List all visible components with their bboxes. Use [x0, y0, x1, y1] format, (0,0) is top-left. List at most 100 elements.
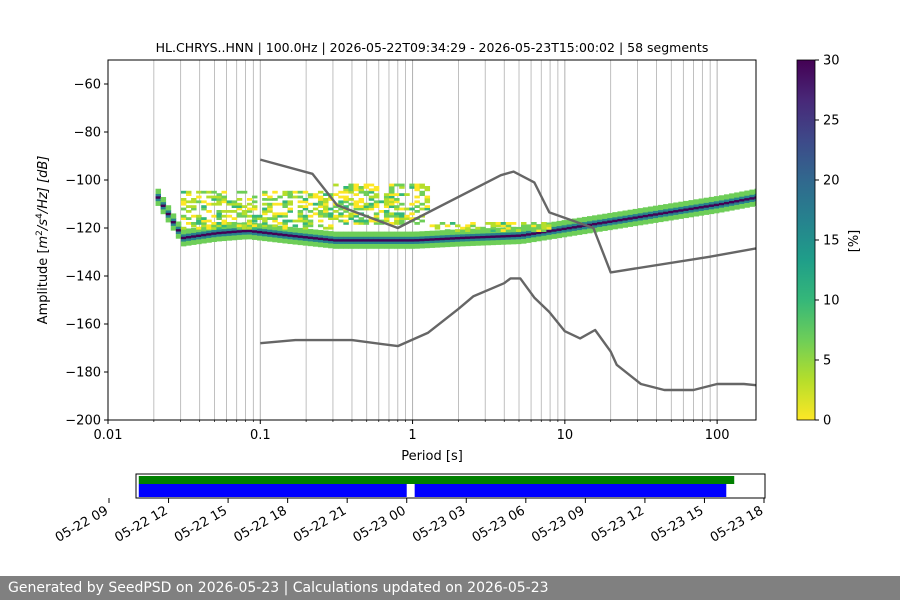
heatmap-cell: [389, 200, 395, 204]
x-tick-label: 1: [408, 428, 416, 443]
heatmap-cell: [358, 207, 365, 211]
heatmap-cell: [495, 237, 502, 241]
heatmap-cell: [363, 243, 370, 247]
heatmap-cell: [389, 183, 395, 187]
heatmap-cell: [449, 236, 456, 240]
heatmap-cell: [475, 235, 481, 239]
heatmap-cell: [196, 190, 202, 194]
heatmap-cell: [668, 215, 674, 219]
colorbar-tick-label: 25: [823, 114, 840, 129]
heatmap-cell: [627, 209, 634, 213]
heatmap-cell: [155, 198, 162, 202]
heatmap-cell: [465, 224, 471, 228]
heatmap-cell: [348, 202, 354, 206]
heatmap-cell: [536, 231, 542, 235]
heatmap-cell: [312, 212, 319, 216]
heatmap-cell: [622, 215, 628, 219]
heatmap-cell: [216, 200, 222, 204]
heatmap-cell: [526, 232, 532, 236]
heatmap-cell: [338, 190, 344, 194]
heatmap-cell: [531, 222, 537, 225]
heatmap-cell: [323, 230, 329, 234]
heatmap-cell: [348, 241, 354, 244]
heatmap-cell: [754, 198, 756, 202]
heatmap-cell: [201, 224, 207, 228]
heatmap-cell: [246, 222, 253, 225]
heatmap-cell: [424, 242, 431, 246]
heatmap-cell: [373, 186, 380, 189]
heatmap-cell: [378, 231, 385, 235]
heatmap-cell: [196, 234, 202, 238]
heatmap-cell: [251, 219, 258, 223]
heatmap-cell: [353, 219, 359, 223]
heatmap-cell: [343, 241, 349, 244]
heatmap-cell: [495, 232, 502, 236]
heatmap-cell: [287, 200, 293, 204]
heatmap-cell: [434, 242, 441, 246]
heatmap-cell: [581, 219, 588, 223]
heatmap-cell: [211, 232, 217, 235]
heatmap-cell: [566, 231, 573, 235]
heatmap-cell: [185, 233, 192, 237]
heatmap-cell: [673, 202, 679, 206]
heatmap-cell: [353, 183, 359, 187]
heatmap-cell: [688, 209, 694, 213]
heatmap-cell: [652, 220, 659, 223]
heatmap-cell: [739, 196, 745, 200]
heatmap-cell: [353, 200, 359, 204]
heatmap-cell: [724, 201, 730, 205]
heatmap-cell: [449, 229, 456, 233]
heatmap-cell: [277, 240, 283, 243]
heatmap-cell: [449, 241, 456, 245]
colorbar-tick-label: 0: [823, 414, 831, 429]
heatmap-cell: [576, 224, 583, 228]
heatmap-cell: [500, 227, 507, 231]
heatmap-cell: [363, 234, 370, 237]
heatmap-cell: [602, 228, 608, 231]
heatmap-cell: [592, 222, 598, 226]
heatmap-cell: [383, 214, 390, 218]
heatmap-cell: [343, 195, 349, 199]
heatmap-cell: [455, 243, 461, 247]
heatmap-cell: [216, 231, 222, 235]
heatmap-cell: [201, 200, 207, 204]
heatmap-cell: [586, 228, 593, 231]
heatmap-cell: [251, 195, 258, 199]
heatmap-cell: [617, 211, 623, 215]
heatmap-cell: [282, 222, 288, 225]
heatmap-cell: [424, 195, 431, 199]
heatmap-cell: [277, 202, 283, 206]
heatmap-cell: [312, 234, 319, 238]
heatmap-cell: [607, 222, 613, 226]
heatmap-cell: [383, 236, 390, 240]
heatmap-cell: [744, 197, 750, 201]
heatmap-cell: [429, 237, 436, 241]
heatmap-cell: [241, 222, 248, 226]
heatmap-cell: [257, 230, 263, 234]
heatmap-cell: [185, 235, 192, 239]
heatmap-cell: [297, 214, 304, 218]
heatmap-cell: [333, 217, 339, 220]
heatmap-cell: [637, 210, 644, 214]
heatmap-cell: [282, 212, 288, 216]
heatmap-cell: [246, 224, 253, 228]
colorbar-tick-label: 5: [823, 354, 831, 369]
heatmap-cell: [515, 229, 522, 232]
heatmap-cell: [729, 198, 735, 201]
heatmap-cell: [424, 238, 431, 241]
y-axis-label: Amplitude [m2/s4/Hz] [dB]: [35, 156, 51, 325]
heatmap-cell: [373, 212, 380, 216]
heatmap-cell: [206, 195, 212, 199]
heatmap-cell: [500, 239, 507, 243]
heatmap-cell: [647, 206, 654, 210]
heatmap-cell: [632, 218, 639, 222]
heatmap-cell: [566, 221, 573, 225]
heatmap-cell: [444, 232, 451, 236]
heatmap-cell: [414, 188, 420, 192]
heatmap-cell: [419, 202, 425, 206]
heatmap-cell: [231, 202, 238, 206]
heatmap-cell: [500, 222, 507, 225]
heatmap-cell: [262, 190, 268, 194]
heatmap-cell: [180, 241, 187, 244]
heatmap-cell: [394, 222, 400, 225]
